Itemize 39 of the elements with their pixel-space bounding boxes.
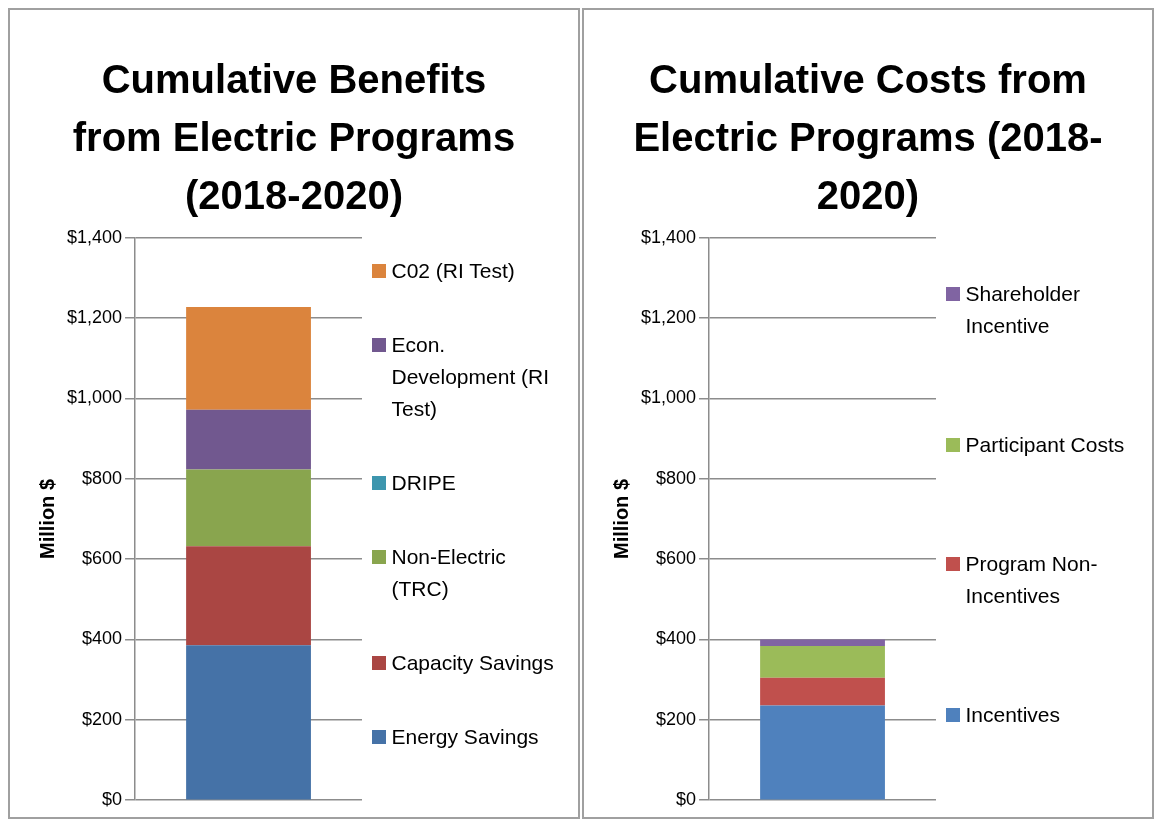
bar (185, 306, 311, 410)
y-tick-label: $200 (81, 708, 122, 729)
legend-label: Shareholder Incentive (965, 280, 1081, 339)
bar (185, 409, 311, 470)
y-axis-title: Million $ (35, 479, 58, 559)
chart-title: Cumulative Benefits from Electric Programs (2018-2020) (71, 56, 517, 219)
bar (185, 645, 311, 800)
bar (759, 645, 885, 678)
y-axis-title: Million $ (609, 479, 632, 559)
legend-label: Econ. Development (RI Test) (391, 332, 551, 422)
y-tick-label: $400 (655, 628, 696, 649)
y-tick-label: $600 (655, 548, 696, 569)
y-tick-label: $400 (81, 628, 122, 649)
y-tick-label: $0 (101, 789, 122, 810)
chart-title: Cumulative Costs from Electric Programs (2018-2020) (633, 56, 1103, 219)
bar (185, 546, 311, 646)
y-tick-label: $1,000 (640, 387, 696, 408)
legend-label: DRIPE (391, 470, 456, 496)
bar (759, 639, 885, 646)
y-tick-label: $1,200 (640, 307, 696, 328)
legend-label: Incentives (965, 701, 1061, 728)
y-tick-label: $1,400 (640, 226, 696, 247)
y-tick-label: $600 (81, 548, 122, 569)
legend-label: Program Non-Incentives (965, 550, 1099, 609)
y-tick-label: $1,000 (66, 387, 122, 408)
bar (759, 677, 885, 706)
legend-label: Non-Electric (TRC) (391, 544, 507, 602)
legend-label: Participant Costs (965, 431, 1125, 458)
y-tick-label: $800 (655, 467, 696, 488)
y-tick-label: $0 (675, 789, 696, 810)
bar (185, 469, 311, 547)
legend-label: Capacity Savings (391, 650, 554, 676)
bar (759, 705, 885, 800)
legend-label: Energy Savings (391, 724, 539, 750)
y-tick-label: $1,200 (66, 307, 122, 328)
legend-label: C02 (RI Test) (391, 258, 515, 284)
y-tick-label: $200 (655, 708, 696, 729)
y-tick-label: $800 (81, 467, 122, 488)
y-tick-label: $1,400 (66, 226, 122, 247)
